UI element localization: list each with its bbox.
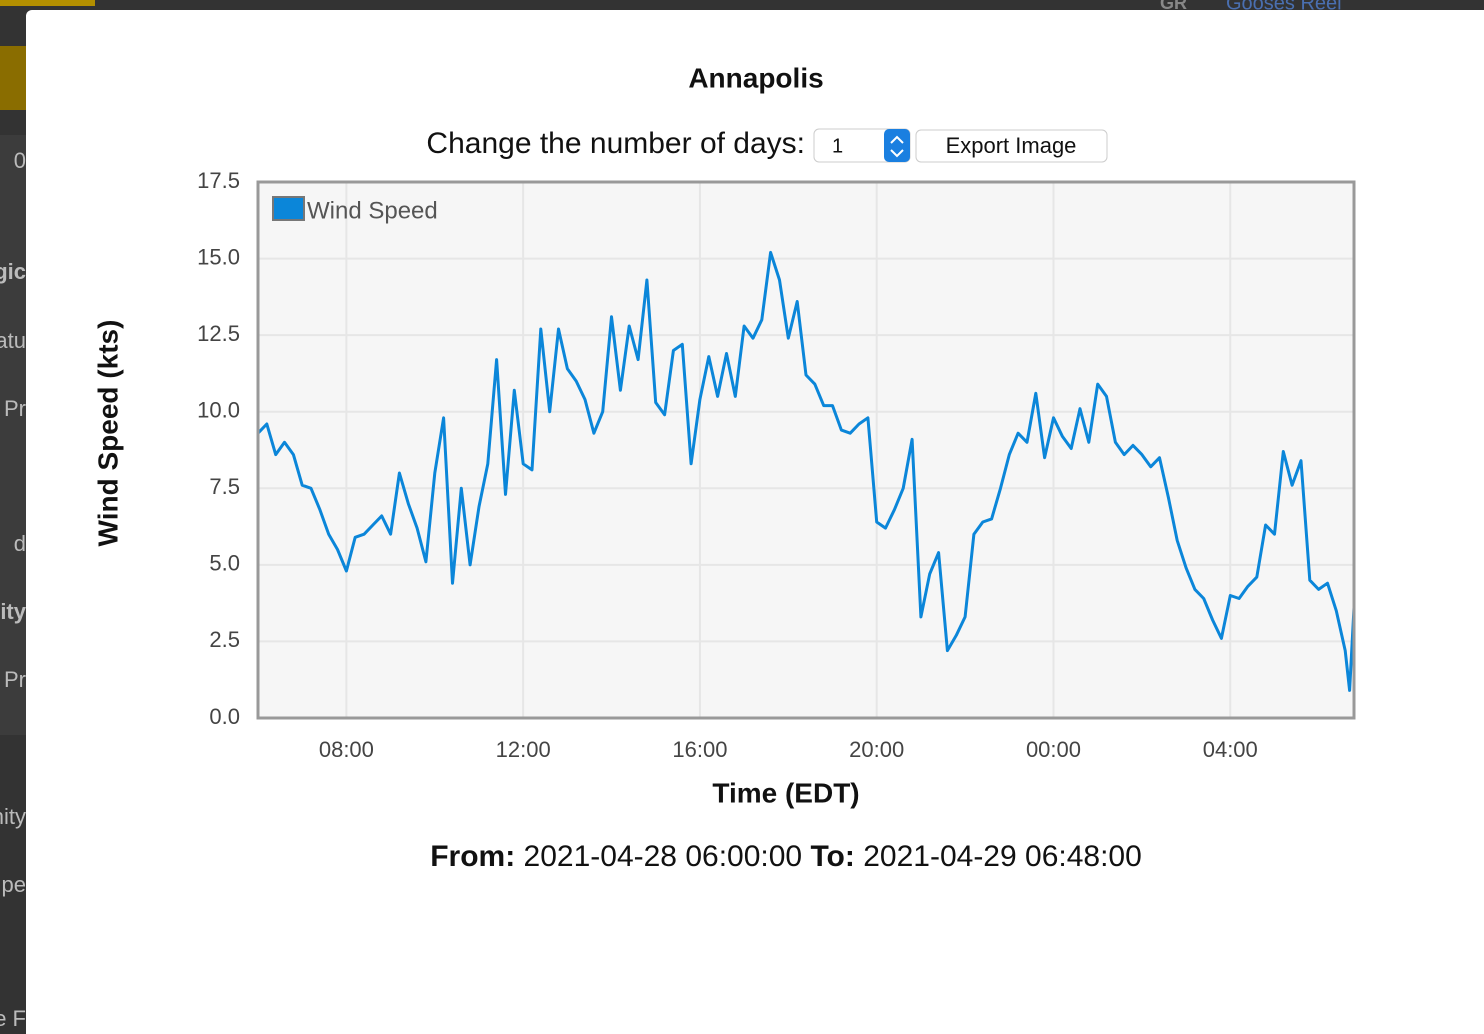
select-value: 1 [832,135,843,157]
backdrop-text: pe [2,872,26,897]
y-tick-label: 15.0 [197,244,240,269]
modal-title: Annapolis [688,62,823,93]
to-date: 2021-04-29 06:48:00 [863,840,1142,873]
export-button[interactable] [915,129,1108,163]
y-tick-label: 2.5 [209,627,240,652]
y-tick-label: 7.5 [209,474,240,499]
backdrop-icon: GR [1160,0,1187,13]
backdrop-text: 0 [14,148,26,173]
x-tick-label: 08:00 [319,737,374,762]
x-tick-label: 04:00 [1203,737,1258,762]
date-range: From: 2021-04-28 06:00:00 To: 2021-04-29… [430,840,1142,873]
backdrop-text: gic [0,259,26,284]
x-tick-label: 12:00 [496,737,551,762]
x-tick-label: 16:00 [672,737,727,762]
y-axis-title: Wind Speed (kts) [92,320,123,547]
backdrop-text: lity [0,599,27,624]
stepper-arrows [890,135,904,158]
backdrop-text: atu [0,328,26,353]
backdrop-text: d [14,531,26,556]
from-label: From: [430,840,515,873]
data-line [256,250,1356,692]
x-axis-title: Time (EDT) [712,777,859,808]
legend-label: Wind Speed [307,197,438,224]
backdrop-text: e F [0,1006,26,1031]
export-button-label[interactable]: Export Image [946,133,1077,158]
backdrop-text: Pr [4,667,26,692]
backdrop-text: nity [0,804,26,829]
plot-area [258,182,1354,718]
legend-swatch [272,196,305,221]
y-tick-label: 0.0 [209,704,240,729]
to-label: To: [810,840,854,873]
days-label: Change the number of days: [426,127,805,160]
x-tick-label: 20:00 [849,737,904,762]
plot-border [256,180,1356,720]
days-select[interactable]: 1 [813,128,911,163]
backdrop-tab [0,0,95,6]
y-tick-label: 12.5 [197,321,240,346]
from-date: 2021-04-28 06:00:00 [524,840,803,873]
y-tick-label: 10.0 [197,398,240,423]
x-tick-label: 00:00 [1026,737,1081,762]
backdrop-text: Pr [4,396,26,421]
backdrop-panel [0,135,26,735]
y-tick-label: 17.5 [197,168,240,193]
backdrop-tab [0,46,26,110]
select-stepper[interactable] [884,129,910,162]
y-tick-label: 5.0 [209,551,240,576]
